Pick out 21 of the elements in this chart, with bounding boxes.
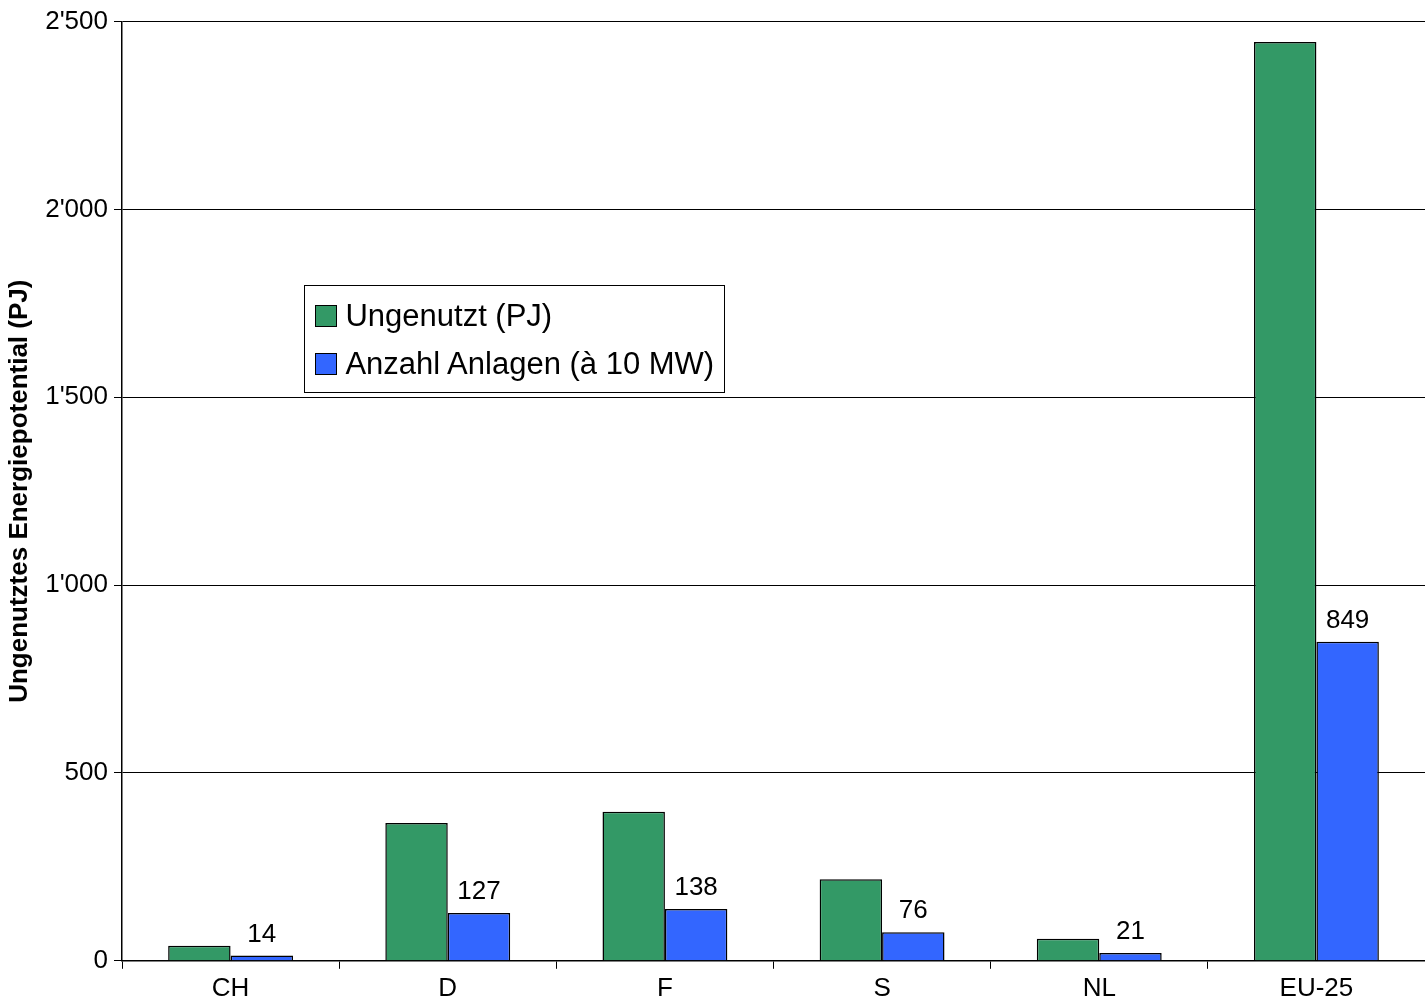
x-tick-label: S — [873, 971, 891, 1002]
legend-label: Ungenutzt (PJ) — [345, 297, 553, 334]
y-axis-title: Ungenutztes Energiepotential (PJ) — [2, 279, 33, 703]
data-label: 127 — [457, 875, 501, 906]
x-tick-label: NL — [1082, 971, 1116, 1002]
y-tick-label: 2'500 — [45, 4, 108, 35]
y-tick-label: 0 — [93, 943, 108, 974]
data-label: 76 — [898, 894, 928, 925]
x-tick-label: F — [656, 971, 673, 1002]
x-tick-label: D — [438, 971, 458, 1002]
x-tick-label: EU-25 — [1279, 971, 1354, 1002]
data-label: 849 — [1325, 604, 1370, 635]
data-label: 14 — [247, 917, 277, 948]
data-label: 138 — [674, 871, 718, 902]
y-tick-label: 500 — [64, 756, 108, 787]
x-tick-label: CH — [211, 971, 250, 1002]
y-tick-label: 1'500 — [45, 380, 108, 411]
y-tick-label: 2'000 — [45, 192, 108, 223]
data-label: 21 — [1116, 915, 1145, 946]
y-tick-label: 1'000 — [45, 568, 108, 599]
legend-label: Anzahl Anlagen (à 10 MW) — [345, 345, 715, 382]
